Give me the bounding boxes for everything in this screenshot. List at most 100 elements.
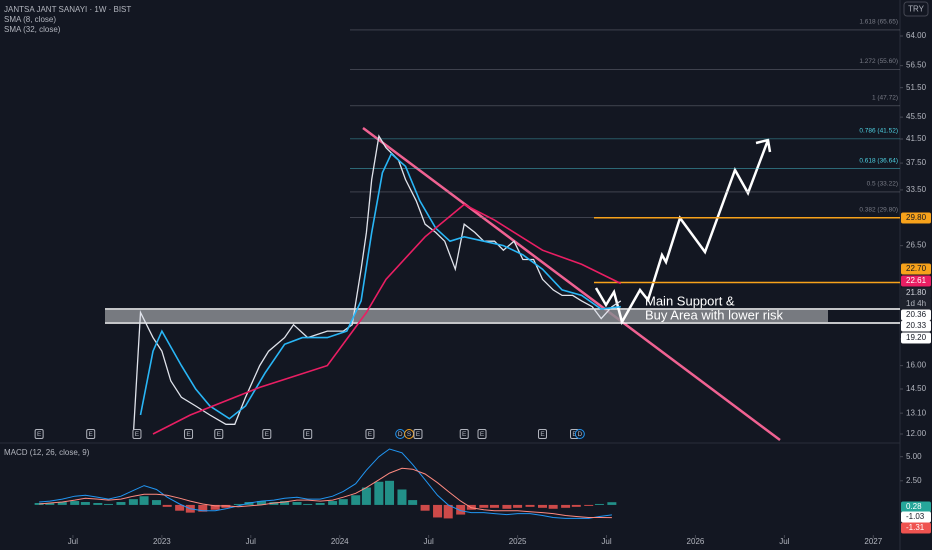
macd-bar bbox=[561, 504, 571, 508]
event-label: E bbox=[217, 431, 222, 438]
macd-bar bbox=[408, 500, 418, 505]
fib-label: 1.618 (65.65) bbox=[859, 19, 898, 26]
macd-line bbox=[39, 448, 612, 519]
event-label: E bbox=[572, 431, 577, 438]
macd-bar bbox=[397, 489, 407, 505]
macd-bar bbox=[420, 504, 430, 511]
macd-bar bbox=[162, 504, 172, 507]
indicator-label: SMA (8, close) bbox=[4, 15, 56, 24]
y-tick-label: 2.50 bbox=[906, 476, 922, 485]
price-badge-label: 19.20 bbox=[906, 333, 927, 342]
macd-bar bbox=[152, 500, 162, 505]
price-badge bbox=[901, 309, 931, 321]
macd-bar bbox=[210, 504, 220, 510]
x-tick-label: 2026 bbox=[687, 537, 705, 546]
price-badge bbox=[901, 263, 931, 275]
price-badge-label: 21.80 bbox=[906, 288, 927, 297]
macd-bar bbox=[292, 502, 302, 505]
event-label: D bbox=[398, 431, 403, 438]
macd-badge bbox=[901, 511, 931, 523]
countdown-bg bbox=[901, 298, 931, 310]
price-series bbox=[152, 203, 622, 435]
event-box bbox=[214, 429, 224, 439]
fib-label: 0.5 (33.22) bbox=[867, 181, 898, 188]
y-tick-label: 37.50 bbox=[906, 158, 927, 167]
macd-bar bbox=[328, 501, 338, 505]
macd-bar bbox=[594, 503, 604, 505]
event-box bbox=[132, 429, 142, 439]
macd-bar bbox=[139, 496, 149, 505]
macd-bar bbox=[443, 504, 453, 519]
event-label: E bbox=[416, 431, 421, 438]
symbol-title: JANTSA JANT SANAYI · 1W · BIST bbox=[4, 5, 131, 14]
y-tick-label: 13.10 bbox=[906, 408, 927, 417]
y-tick-label: 26.50 bbox=[906, 241, 927, 250]
macd-bar bbox=[57, 502, 67, 505]
macd-bar bbox=[116, 502, 126, 505]
x-tick-label: 2027 bbox=[864, 537, 882, 546]
event-box bbox=[34, 429, 44, 439]
event-label: E bbox=[265, 431, 270, 438]
event-box bbox=[262, 429, 272, 439]
fib-label: 0.786 (41.52) bbox=[859, 128, 898, 135]
event-box bbox=[365, 429, 375, 439]
macd-bar bbox=[280, 501, 290, 505]
y-tick-label: 5.00 bbox=[906, 452, 922, 461]
macd-title: MACD (12, 26, close, 9) bbox=[4, 448, 90, 457]
price-badge bbox=[901, 275, 931, 287]
macd-bar bbox=[361, 487, 371, 505]
macd-bar bbox=[607, 502, 617, 505]
macd-bar bbox=[45, 502, 55, 505]
event-label: E bbox=[540, 431, 545, 438]
macd-badge bbox=[901, 522, 931, 534]
y-tick-label: 41.50 bbox=[906, 134, 927, 143]
price-badge-label: 22.61 bbox=[906, 276, 927, 285]
macd-bar bbox=[303, 503, 313, 505]
event-label: E bbox=[306, 431, 311, 438]
event-label: E bbox=[37, 431, 42, 438]
y-tick-label: 33.50 bbox=[906, 185, 927, 194]
fib-label: 0.618 (36.64) bbox=[859, 157, 898, 164]
currency[interactable]: TRY bbox=[908, 5, 925, 14]
macd-bar bbox=[571, 504, 581, 507]
macd-bar bbox=[175, 504, 185, 511]
macd-bar bbox=[233, 503, 243, 505]
macd-bar bbox=[489, 504, 499, 508]
y-tick-label: 64.00 bbox=[906, 31, 927, 40]
price-badge bbox=[901, 212, 931, 224]
x-tick-label: Jul bbox=[601, 537, 611, 546]
event-box bbox=[184, 429, 194, 439]
macd-bar bbox=[374, 481, 384, 505]
price-badge-label: 20.36 bbox=[906, 310, 927, 319]
event-label: E bbox=[135, 431, 140, 438]
macd-bar bbox=[537, 504, 547, 508]
event-circle bbox=[574, 429, 585, 439]
macd-bar bbox=[513, 504, 523, 508]
macd-bar bbox=[70, 501, 80, 505]
macd-bar bbox=[385, 480, 395, 505]
macd-bar bbox=[584, 504, 594, 506]
currency-box[interactable] bbox=[903, 1, 929, 17]
y-tick-label: 14.50 bbox=[906, 384, 927, 393]
projection-arrowhead bbox=[755, 138, 772, 153]
event-label: E bbox=[186, 431, 191, 438]
event-box bbox=[477, 429, 487, 439]
event-box bbox=[303, 429, 313, 439]
macd-bar bbox=[198, 504, 208, 512]
annotation: Main Support & bbox=[645, 293, 735, 308]
macd-bar bbox=[548, 504, 558, 509]
macd-bar bbox=[338, 499, 348, 505]
event-box bbox=[459, 429, 469, 439]
event-label: E bbox=[89, 431, 94, 438]
x-tick-label: 2024 bbox=[331, 537, 349, 546]
macd-badge-label: 0.28 bbox=[906, 502, 922, 511]
projection-path bbox=[594, 139, 770, 326]
fib-label: 0.382 (29.80) bbox=[859, 206, 898, 213]
price-badge bbox=[901, 320, 931, 332]
event-box bbox=[86, 429, 96, 439]
event-box bbox=[537, 429, 547, 439]
macd-bar bbox=[351, 495, 361, 505]
event-label: E bbox=[480, 431, 485, 438]
